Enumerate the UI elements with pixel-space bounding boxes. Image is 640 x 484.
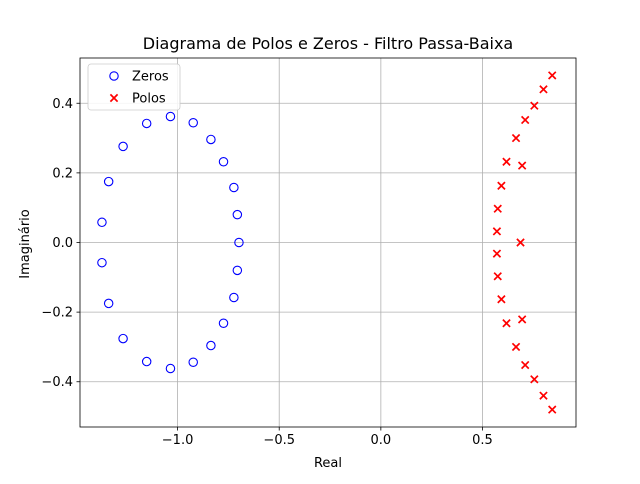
- pole-marker: [548, 71, 557, 80]
- pole-marker-stroke: [548, 405, 557, 414]
- legend: Zeros Polos: [87, 63, 181, 111]
- pole-marker: [548, 405, 557, 414]
- pole-marker: [517, 161, 527, 170]
- pole-marker: [492, 249, 502, 258]
- pole-marker: [530, 375, 539, 384]
- zero-marker: [206, 340, 216, 351]
- zero-marker: [141, 356, 152, 367]
- legend-box: [87, 63, 181, 111]
- pole-marker: [511, 342, 521, 352]
- pole-marker: [109, 93, 119, 103]
- zero-marker: [229, 182, 239, 193]
- pole-marker-stroke: [530, 101, 539, 110]
- pole-marker-stroke: [109, 93, 119, 103]
- y-tick-label: 0.0: [52, 236, 73, 251]
- zero-marker: [97, 257, 107, 268]
- zero-marker: [218, 318, 229, 329]
- zero-marker: [232, 209, 243, 220]
- pole-marker: [539, 85, 548, 94]
- legend-label: Polos: [132, 92, 166, 107]
- y-tick-label: 0.2: [52, 166, 73, 181]
- zero-marker: [206, 134, 216, 145]
- pole-marker-stroke: [492, 227, 502, 236]
- pole-marker-stroke: [539, 391, 548, 400]
- zero-marker: [229, 292, 239, 303]
- x-tick-label: −1.0: [162, 433, 194, 448]
- pole-marker: [520, 115, 530, 125]
- x-tick-label: −0.5: [263, 433, 295, 448]
- zero-marker: [188, 117, 198, 128]
- y-tick-label: 0.4: [52, 97, 73, 112]
- pole-marker: [516, 238, 525, 247]
- zero-marker: [218, 156, 229, 167]
- pole-marker-stroke: [502, 319, 511, 328]
- zero-marker: [109, 71, 119, 81]
- zero-marker: [103, 176, 114, 187]
- y-tick-label: −0.4: [41, 375, 73, 390]
- pole-marker: [497, 181, 506, 190]
- pole-marker-stroke: [511, 133, 521, 143]
- x-tick-label: 0.5: [472, 433, 493, 448]
- data-layer: [97, 71, 557, 414]
- x-tick-label: 0.0: [371, 433, 392, 448]
- pole-marker: [539, 391, 548, 400]
- pole-marker: [530, 101, 539, 110]
- pole-marker-stroke: [539, 85, 548, 94]
- zero-marker: [118, 333, 128, 344]
- pole-marker-stroke: [548, 71, 557, 80]
- x-axis-label: Real: [314, 456, 342, 471]
- pole-marker-stroke: [502, 157, 511, 166]
- axes-ticks: −1.0 −0.5 0.0 0.5 −0.4 −0.2 0.0 0.2 0.4: [41, 97, 492, 448]
- pole-marker-stroke: [517, 161, 527, 170]
- y-tick-label: −0.2: [41, 306, 73, 321]
- pole-marker-stroke: [520, 360, 530, 370]
- pole-marker-stroke: [492, 249, 502, 258]
- pole-marker: [517, 315, 527, 324]
- pole-marker-stroke: [516, 238, 525, 247]
- pole-marker-stroke: [530, 375, 539, 384]
- pole-marker: [493, 272, 502, 281]
- zero-marker: [232, 265, 243, 276]
- zero-marker: [165, 111, 176, 122]
- pole-marker-stroke: [520, 115, 530, 125]
- zero-marker: [118, 141, 128, 152]
- pole-marker-stroke: [497, 181, 506, 190]
- pole-marker-stroke: [511, 342, 521, 352]
- pole-marker: [502, 319, 511, 328]
- chart-title: Diagrama de Polos e Zeros - Filtro Passa…: [143, 34, 513, 53]
- pole-marker-stroke: [517, 315, 527, 324]
- pole-marker-stroke: [497, 295, 506, 304]
- pole-marker: [493, 204, 502, 213]
- pole-marker: [511, 133, 521, 143]
- pole-marker: [502, 157, 511, 166]
- zero-marker: [103, 298, 114, 309]
- pole-marker: [497, 295, 506, 304]
- zero-marker: [234, 237, 244, 248]
- pole-marker-stroke: [493, 204, 502, 213]
- zero-marker: [141, 118, 152, 129]
- pole-marker: [492, 227, 502, 236]
- legend-label: Zeros: [132, 70, 169, 85]
- zero-marker: [188, 357, 198, 368]
- pole-marker-stroke: [493, 272, 502, 281]
- zero-marker: [97, 217, 107, 228]
- pole-marker: [520, 360, 530, 370]
- zero-marker: [165, 363, 176, 374]
- y-axis-label: Imaginário: [18, 209, 33, 278]
